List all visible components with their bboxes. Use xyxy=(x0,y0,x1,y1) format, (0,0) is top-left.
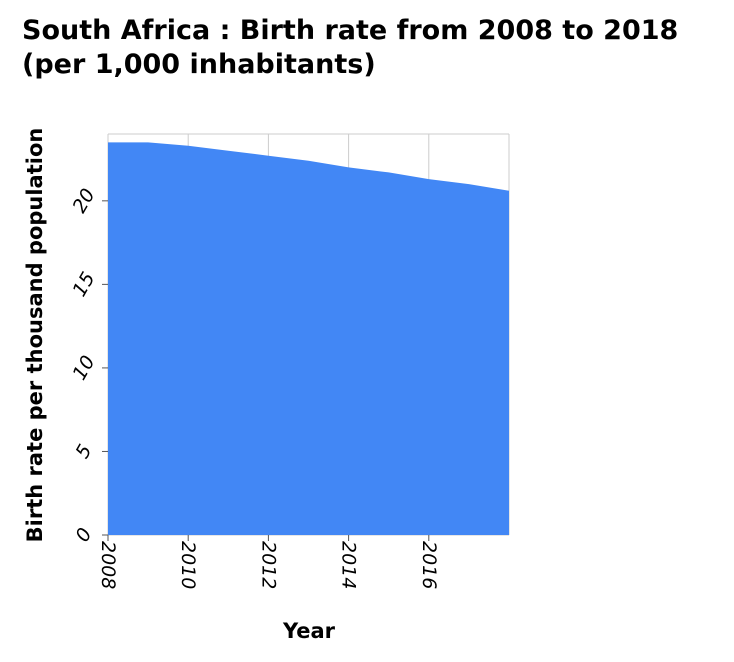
x-tick-label: 2016 xyxy=(418,541,440,589)
series-area xyxy=(108,142,509,535)
series-area-layer xyxy=(108,142,509,535)
x-tick-label: 2010 xyxy=(177,541,199,589)
x-tick-label: 2014 xyxy=(338,541,360,589)
y-tick-label: 5 xyxy=(71,441,96,462)
y-axis-title: Birth rate per thousand population xyxy=(23,128,47,543)
chart-title: South Africa : Birth rate from 2008 to 2… xyxy=(22,14,722,82)
x-tick-label: 2012 xyxy=(257,541,279,589)
x-tick-labels: 2008 2010 2012 2014 2016 xyxy=(97,541,440,589)
chart-title-line-1: South Africa : Birth rate from 2008 to 2… xyxy=(22,15,679,46)
chart-title-line-2: (per 1,000 inhabitants) xyxy=(22,49,376,80)
x-tick-label: 2008 xyxy=(97,541,119,589)
y-tick-label: 15 xyxy=(68,268,99,300)
y-tick-labels: 0 5 10 15 20 xyxy=(68,185,99,546)
tick-marks xyxy=(102,200,430,541)
y-tick-label: 10 xyxy=(68,352,99,384)
y-tick-label: 20 xyxy=(68,185,99,217)
x-axis-title: Year xyxy=(282,619,336,643)
y-tick-label: 0 xyxy=(71,524,96,545)
